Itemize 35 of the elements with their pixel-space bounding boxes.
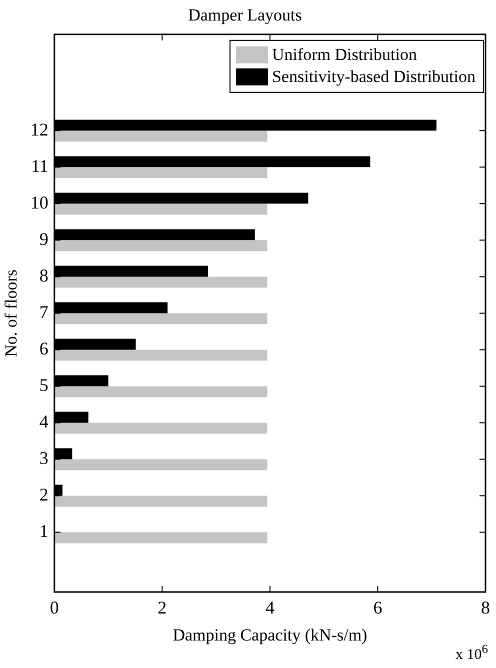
bar bbox=[54, 130, 268, 142]
x-tick-label: 6 bbox=[373, 598, 382, 618]
bar bbox=[54, 313, 268, 324]
y-tick-label: 10 bbox=[30, 192, 48, 212]
legend-label: Uniform Distribution bbox=[272, 44, 418, 64]
y-tick-label: 4 bbox=[39, 411, 48, 432]
x-tick-label: 8 bbox=[481, 598, 490, 618]
bar bbox=[54, 496, 268, 507]
text: x 10$^{6}$ bbox=[456, 642, 488, 664]
y-tick-label: 11 bbox=[31, 156, 48, 176]
y-tick-label: 3 bbox=[39, 448, 48, 468]
y-tick-label: 6 bbox=[39, 338, 48, 358]
x-tick-label: 2 bbox=[158, 598, 167, 618]
bar bbox=[54, 422, 268, 434]
x-tick-label: 4 bbox=[265, 598, 274, 618]
bar bbox=[54, 386, 268, 398]
bar bbox=[54, 459, 268, 470]
bar bbox=[54, 204, 268, 215]
legend-label: Sensitivity-based Distribution bbox=[272, 66, 476, 86]
y-tick-label: 9 bbox=[39, 228, 48, 249]
chart-title: Damper Layouts bbox=[188, 6, 302, 25]
y-tick-label: 12 bbox=[30, 119, 48, 140]
y-tick-label: 1 bbox=[39, 520, 48, 541]
bar bbox=[54, 350, 268, 361]
bar bbox=[54, 532, 268, 544]
bar bbox=[54, 276, 268, 288]
y-tick-label: 5 bbox=[39, 374, 48, 395]
y-axis-title: No. of floors bbox=[2, 270, 21, 357]
x-tick-label: 0 bbox=[50, 598, 59, 618]
x-axis-title: Damping Capacity (kN-s/m) bbox=[172, 625, 368, 644]
y-tick-label: 2 bbox=[39, 484, 48, 504]
bar bbox=[54, 167, 268, 178]
bar bbox=[54, 240, 268, 252]
y-tick-label: 8 bbox=[39, 265, 48, 286]
y-tick-label: 7 bbox=[39, 302, 48, 322]
